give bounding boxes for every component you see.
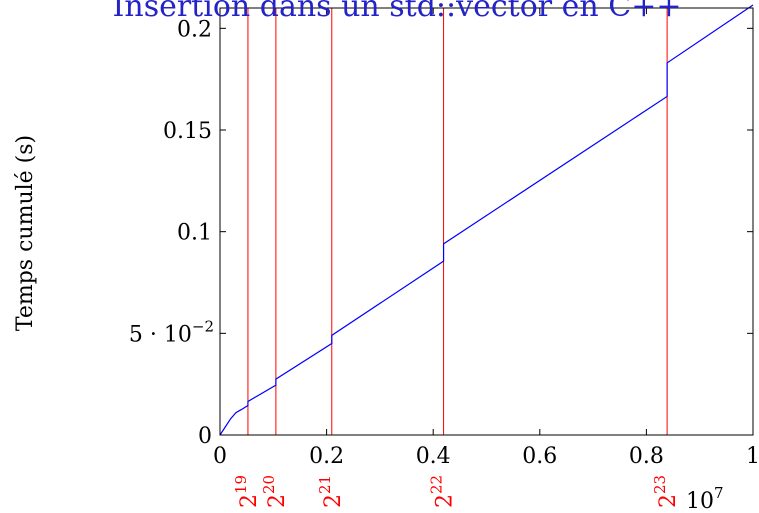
vline-label-exponent-4: 23 xyxy=(651,475,669,494)
x-tick-label-5: 1 xyxy=(746,444,759,469)
vline-label-0: 219 xyxy=(232,475,262,508)
vline-label-exponent-2: 21 xyxy=(316,475,334,494)
vline-label-exponent-3: 22 xyxy=(428,475,446,494)
vline-label-2: 221 xyxy=(316,475,346,508)
y-tick-label-0: 0 xyxy=(198,424,212,449)
x-tick-label-2: 0.4 xyxy=(416,444,451,469)
chart-title: Insertion dans un std::vector en C++ xyxy=(113,0,682,24)
y-tick-label-2: 0.1 xyxy=(177,221,212,246)
x-scale-multiplier: 107 xyxy=(686,484,724,513)
y-tick-label-3: 0.15 xyxy=(163,119,212,144)
y-axis-label: Temps cumulé (s) xyxy=(13,135,38,331)
vline-label-4: 223 xyxy=(651,475,681,508)
y-tick-exponent: −2 xyxy=(192,317,214,335)
x-tick-label-3: 0.6 xyxy=(522,444,557,469)
series-line-0 xyxy=(219,4,754,436)
x-scale-exponent: 7 xyxy=(714,484,724,502)
x-tick-label-1: 0.2 xyxy=(309,444,344,469)
y-tick-label-1: 5 · 10−2 xyxy=(129,317,214,347)
x-tick-label-4: 0.8 xyxy=(629,444,664,469)
vline-label-1: 220 xyxy=(260,475,290,508)
plot-frame xyxy=(219,7,754,436)
x-tick-label-0: 0 xyxy=(213,444,227,469)
plot-layer: 0 0.2 0.4 0.6 0.8 105 · 10−20.10.150.21072192… xyxy=(129,4,759,513)
vline-label-exponent-0: 19 xyxy=(232,475,250,494)
y-tick-label-4: 0.2 xyxy=(177,17,212,42)
vline-label-exponent-1: 20 xyxy=(260,475,278,494)
vline-label-3: 222 xyxy=(428,475,458,508)
